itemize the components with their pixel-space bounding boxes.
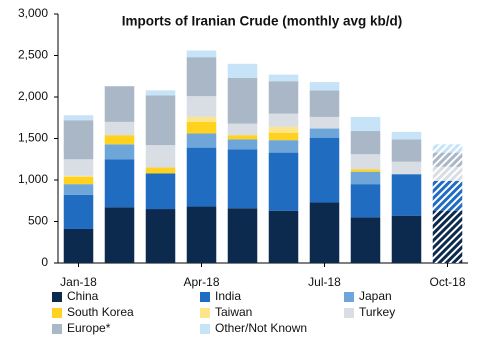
bar-segment [63,176,94,185]
bar-segment [186,57,217,97]
bar-segment [309,90,340,117]
bar-segment [268,74,299,82]
y-tick-label: 1,000 [18,172,48,186]
y-tick-label: 1,500 [18,131,48,145]
legend-label: Europe* [67,321,111,335]
bar-segment [104,159,135,208]
bar-segment [268,113,299,127]
legend-swatch [344,292,354,302]
legend-label: South Korea [67,305,134,319]
bar-segment [432,144,463,153]
bar-segment [309,82,340,91]
bar-segment [227,77,258,124]
legend-swatch [52,324,62,334]
legend-label: India [215,289,241,303]
legend-swatch [52,292,62,302]
bar-segment [432,152,463,167]
bar-segment [145,167,176,174]
x-tick-label: Oct-18 [429,275,465,289]
bar-segment [350,169,381,172]
bar-segment [104,144,135,160]
bar-segment [186,96,217,117]
legend-label: Japan [359,289,392,303]
bar-segment [145,209,176,263]
bar-segment [268,210,299,263]
bar-segment [227,208,258,263]
y-tick-label: 2,000 [18,89,48,103]
x-tick-label: Jan-18 [60,275,97,289]
bar-segment [268,81,299,114]
legend-label: Other/Not Known [215,321,307,335]
bar-segment [432,180,463,211]
bar-segment [227,149,258,209]
bar-segment [391,161,422,175]
bar-segment [391,215,422,263]
x-tick-label: Jul-18 [308,275,341,289]
bar-segment [227,123,258,136]
bar-segment [309,128,340,138]
bar-segment [145,173,176,210]
bar-segment [63,228,94,263]
bar-segment [186,50,217,58]
bar-segment [104,207,135,263]
legend-swatch [52,308,62,318]
bar-segment [309,137,340,203]
bar-segment [145,90,176,96]
bar-segment [227,139,258,150]
y-tick-label: 0 [41,255,48,269]
legend-label: Taiwan [215,305,252,319]
bar-segment [227,135,258,140]
bar-segment [432,166,463,181]
bar-segment [350,116,381,132]
y-tick-label: 500 [28,214,48,228]
bar-segment [350,217,381,263]
bar-segment [186,206,217,263]
bar-segment [268,140,299,153]
bar-segment [63,120,94,160]
legend-swatch [200,292,210,302]
bar-segment [63,194,94,229]
legend-swatch [200,324,210,334]
bar-segment [145,145,176,168]
bar-segment [104,86,135,122]
bar-segment [104,121,135,136]
bar-segment [186,147,217,207]
bar-segment [145,95,176,146]
bar-segment [350,131,381,155]
bar-segment [350,171,381,185]
bar-segment [268,126,299,133]
bar-segment [309,116,340,129]
bar-segment [63,159,94,176]
bar-segment [309,202,340,263]
bar-segment [227,63,258,78]
bar-segment [432,210,463,263]
y-tick-label: 2,500 [18,48,48,62]
bar-segment [186,133,217,148]
bar-segment [186,121,217,134]
bar-segment [63,184,94,195]
legend-swatch [200,308,210,318]
y-tick-label: 3,000 [18,6,48,20]
legend-label: Turkey [359,305,395,319]
x-tick-label: Apr-18 [183,275,219,289]
legend-swatch [344,308,354,318]
bar-segment [63,115,94,121]
bar-segment [391,139,422,162]
bar-segment [186,116,217,122]
bar-segment [391,131,422,140]
legend-label: China [67,289,99,303]
bar-segment [268,152,299,211]
bar-segment [350,184,381,218]
bar-segment [63,175,94,177]
bar-segment [350,154,381,170]
bar-segment [391,174,422,216]
bar-segment [268,132,299,141]
chart-title: Imports of Iranian Crude (monthly avg kb… [122,14,403,29]
bar-segment [104,135,135,145]
